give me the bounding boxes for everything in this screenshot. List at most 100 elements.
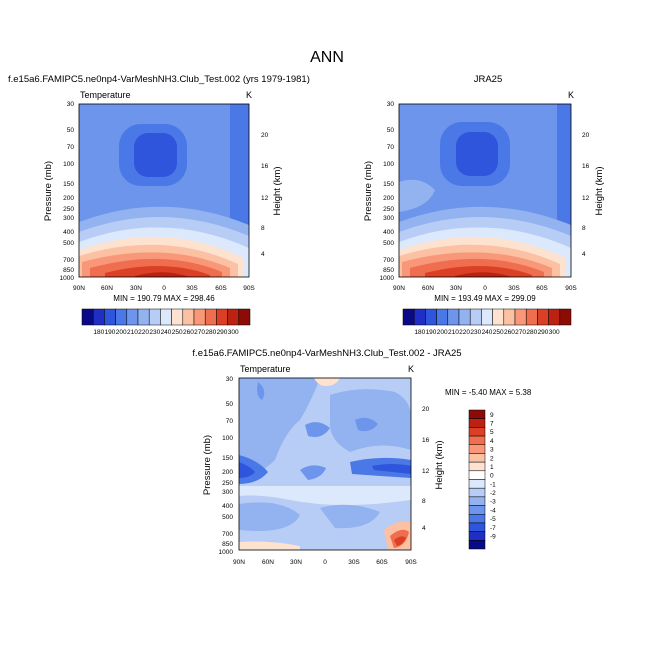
y-axis-label: Pressure (mb) xyxy=(363,161,374,221)
panel-variable: Temperature xyxy=(80,90,131,100)
y-tick-label: 100 xyxy=(383,161,394,168)
legend-swatch xyxy=(468,479,486,489)
y-tick-label: 500 xyxy=(222,514,233,521)
legend-label: 5 xyxy=(490,429,494,436)
x-tick-label: 60S xyxy=(215,285,227,292)
legend-swatch xyxy=(468,505,486,515)
y-tick-label-right: 4 xyxy=(422,525,426,532)
plot-frame xyxy=(398,103,572,278)
y-tick-label: 100 xyxy=(222,435,233,442)
legend-swatch xyxy=(92,308,105,326)
legend-label: 190 xyxy=(105,329,116,336)
x-tick-label: 30S xyxy=(348,559,360,566)
y-tick-label-right: 16 xyxy=(582,163,590,170)
y-tick-label: 700 xyxy=(222,531,233,538)
legend-swatch xyxy=(458,308,471,326)
legend-label: 300 xyxy=(549,329,560,336)
legend-label: 180 xyxy=(414,329,425,336)
legend-label: -2 xyxy=(490,490,496,497)
legend-label: -5 xyxy=(490,516,496,523)
legend-label: 240 xyxy=(482,329,493,336)
min-max-stats: MIN = 193.49 MAX = 299.09 xyxy=(434,294,536,303)
legend-swatch xyxy=(436,308,449,326)
legend-swatch xyxy=(503,308,516,326)
panel-units: K xyxy=(568,90,574,100)
color-legend: 180 190 200 210 220 230 240 250 260 270 280 290 300 xyxy=(402,308,572,336)
legend-label: 290 xyxy=(217,329,228,336)
page-title: ANN xyxy=(310,49,344,66)
legend-swatch xyxy=(402,308,415,326)
y-axis-label: Pressure (mb) xyxy=(43,161,54,221)
x-ticks: 90N 60N 30N 0 30S 60S 90S xyxy=(393,285,577,292)
x-tick-label: 90S xyxy=(243,285,255,292)
legend-label: 240 xyxy=(161,329,172,336)
y-tick-label: 30 xyxy=(67,101,75,108)
panel-title: f.e15a6.FAMIPC5.ne0np4-VarMeshNH3.Club_T… xyxy=(192,348,461,359)
y-tick-label: 1000 xyxy=(219,549,234,556)
difference-field xyxy=(239,378,411,550)
panel-variable: Temperature xyxy=(240,364,291,374)
y-tick-label: 30 xyxy=(387,101,395,108)
y-ticks-right: 20 16 12 8 4 xyxy=(582,132,590,258)
legend-swatch xyxy=(559,308,572,326)
y-ticks-right: 20 16 12 8 4 xyxy=(261,132,269,258)
min-max-stats: MIN = 190.79 MAX = 298.46 xyxy=(113,294,215,303)
legend-swatch xyxy=(468,540,486,550)
legend-swatch xyxy=(468,461,486,472)
y-tick-label: 70 xyxy=(67,144,75,151)
legend-swatch xyxy=(468,514,486,524)
legend-label: 9 xyxy=(490,412,494,419)
y-tick-label: 200 xyxy=(383,195,394,202)
panel-model: f.e15a6.FAMIPC5.ne0np4-VarMeshNH3.Club_T… xyxy=(8,74,310,336)
legend-label: 280 xyxy=(526,329,537,336)
legend-swatch xyxy=(468,487,486,498)
y-axis-label-right: Height (km) xyxy=(434,440,445,489)
y-tick-label: 1000 xyxy=(380,275,395,282)
legend-label: 290 xyxy=(538,329,549,336)
y-ticks-right: 20 16 12 8 4 xyxy=(422,406,430,532)
legend-swatch xyxy=(160,308,172,326)
y-tick-label-right: 12 xyxy=(261,195,269,202)
temperature-field xyxy=(399,104,571,277)
legend-swatch xyxy=(525,308,538,326)
x-tick-label: 60N xyxy=(262,559,274,566)
x-tick-label: 60S xyxy=(376,559,388,566)
legend-swatch xyxy=(469,308,482,326)
x-tick-label: 30S xyxy=(508,285,520,292)
y-tick-label-right: 8 xyxy=(582,225,586,232)
y-axis-label-right: Height (km) xyxy=(594,166,605,215)
legend-label: 270 xyxy=(194,329,205,336)
y-tick-label: 70 xyxy=(387,144,395,151)
x-tick-label: 90N xyxy=(233,559,245,566)
legend-label: 230 xyxy=(149,329,160,336)
y-tick-label-right: 20 xyxy=(422,406,430,413)
legend-swatch xyxy=(104,308,116,326)
x-tick-label: 90S xyxy=(565,285,577,292)
legend-label: 200 xyxy=(116,329,127,336)
legend-label: -3 xyxy=(490,499,496,506)
y-tick-label: 30 xyxy=(226,376,234,383)
legend-swatch xyxy=(548,308,561,326)
legend-label: 280 xyxy=(205,329,216,336)
panel-title: JRA25 xyxy=(474,74,503,85)
y-tick-label: 300 xyxy=(222,489,233,496)
x-tick-label: 0 xyxy=(483,285,487,292)
legend-swatch xyxy=(115,308,128,326)
legend-swatch xyxy=(468,427,486,437)
legend-swatch xyxy=(425,308,437,326)
legend-swatch xyxy=(193,308,206,326)
y-tick-label: 500 xyxy=(63,240,74,247)
y-ticks: 30 50 70 100 150 200 250 300 400 500 700… xyxy=(380,101,395,282)
legend-swatch xyxy=(238,308,251,326)
y-tick-label: 250 xyxy=(222,480,233,487)
y-tick-label-right: 20 xyxy=(582,132,590,139)
legend-label: 220 xyxy=(459,329,470,336)
legend-swatch xyxy=(468,435,486,445)
legend-label: 4 xyxy=(490,438,494,445)
legend-swatch xyxy=(468,470,486,480)
y-tick-label: 200 xyxy=(63,195,74,202)
legend-swatch xyxy=(468,444,486,454)
legend-label: 180 xyxy=(93,329,104,336)
x-tick-label: 0 xyxy=(323,559,327,566)
